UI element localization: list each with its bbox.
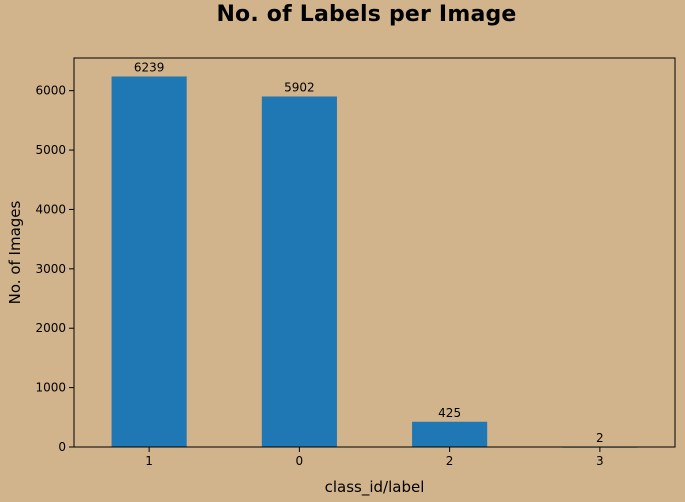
y-tick-label: 1000 (35, 381, 66, 395)
bar-2 (412, 421, 488, 447)
plot-frame (73, 57, 676, 448)
y-tick-label: 5000 (35, 143, 66, 157)
y-tick-label: 2000 (35, 321, 66, 335)
y-tick-label: 6000 (35, 84, 66, 98)
x-tick-label: 3 (596, 454, 604, 468)
y-axis-label: No. of Images (6, 200, 24, 304)
x-tick-label: 2 (446, 454, 454, 468)
data-label-0: 5902 (284, 80, 315, 94)
data-label-1: 6239 (134, 60, 165, 74)
bar-1 (111, 76, 187, 447)
x-tick-label: 0 (296, 454, 304, 468)
chart-title: No. of Labels per Image (216, 2, 517, 27)
bar-0 (261, 96, 337, 447)
x-axis-label: class_id/label (325, 478, 425, 497)
y-tick-label: 0 (58, 440, 66, 454)
data-label-2: 425 (438, 406, 461, 420)
data-label-3: 2 (596, 431, 604, 445)
x-tick-label: 1 (145, 454, 153, 468)
y-tick-label: 3000 (35, 262, 66, 276)
y-tick-label: 4000 (35, 202, 66, 216)
